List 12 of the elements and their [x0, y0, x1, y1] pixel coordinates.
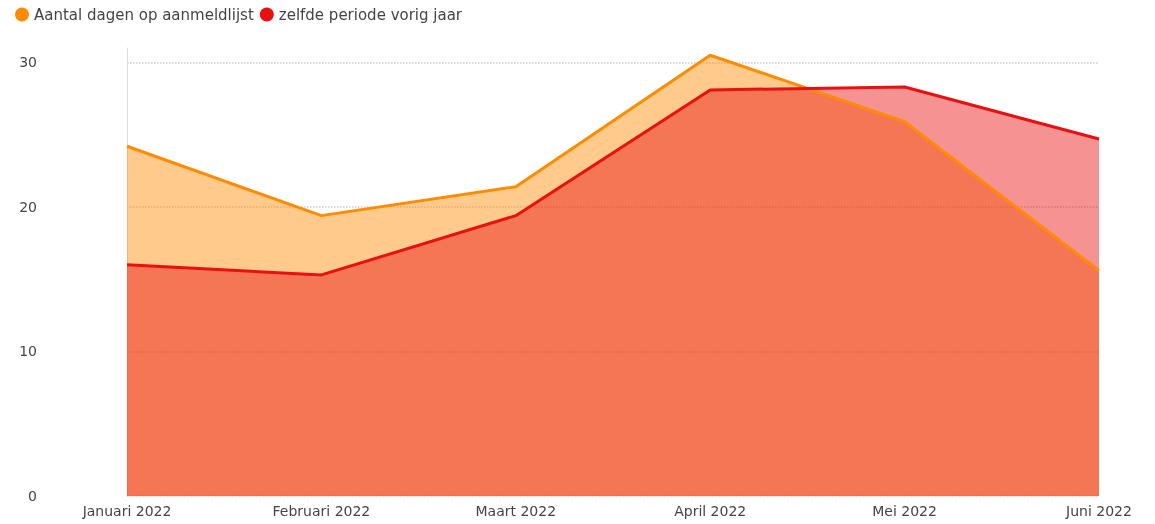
x-tick-label: Maart 2022 — [475, 503, 557, 519]
x-tick-label: Januari 2022 — [81, 503, 172, 519]
x-tick-label: Juni 2022 — [1065, 503, 1132, 519]
y-tick-label: 0 — [28, 488, 37, 504]
legend-label: zelfde periode vorig jaar — [278, 5, 463, 24]
legend-label: Aantal dagen op aanmeldlijst — [34, 5, 254, 24]
x-tick-label: Mei 2022 — [872, 503, 937, 519]
x-tick-label: April 2022 — [674, 503, 747, 519]
y-tick-label: 30 — [19, 54, 37, 71]
y-tick-label: 20 — [19, 198, 37, 215]
x-tick-label: Februari 2022 — [272, 503, 371, 519]
y-tick-label: 10 — [19, 343, 37, 360]
